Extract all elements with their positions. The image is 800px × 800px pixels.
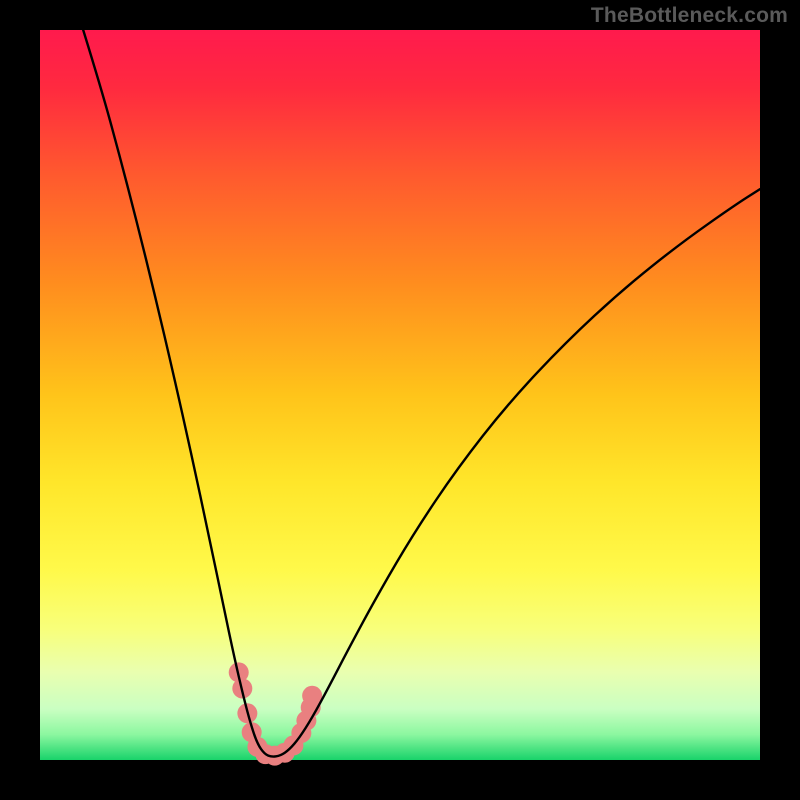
- chart-svg: [0, 0, 800, 800]
- plot-background: [40, 30, 760, 760]
- watermark-text: TheBottleneck.com: [591, 4, 788, 28]
